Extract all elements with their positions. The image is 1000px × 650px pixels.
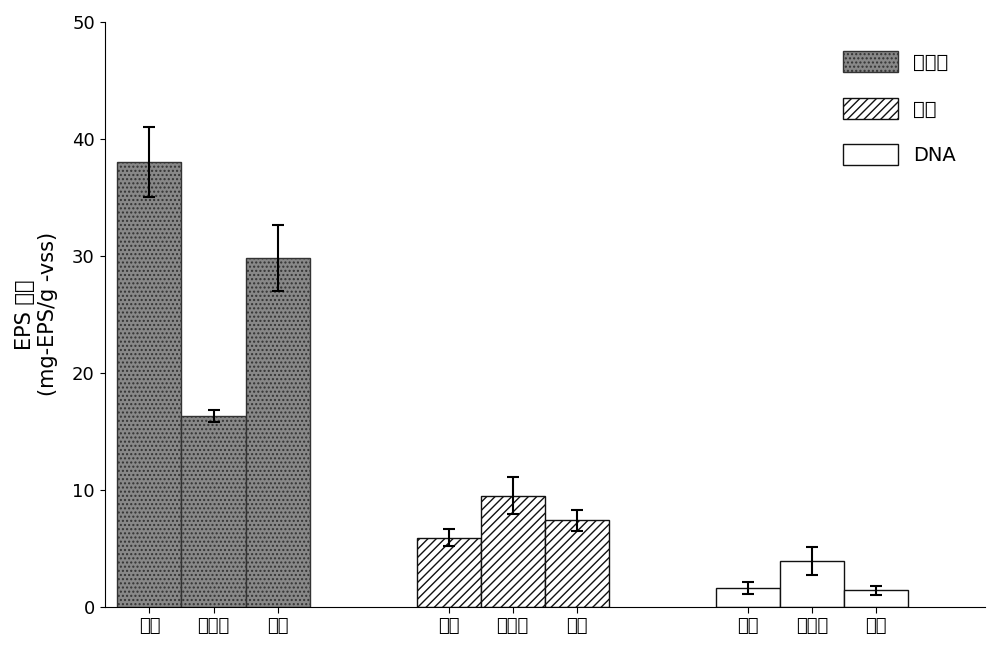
Bar bbox=[844, 590, 908, 606]
Bar bbox=[181, 416, 246, 606]
Legend: 蛋白質, 多糖, DNA: 蛋白質, 多糖, DNA bbox=[824, 32, 975, 185]
Bar bbox=[417, 538, 481, 606]
Y-axis label: EPS 含量
(mg-EPS/g -vss): EPS 含量 (mg-EPS/g -vss) bbox=[15, 232, 58, 396]
Bar bbox=[117, 162, 181, 606]
Bar bbox=[780, 561, 844, 606]
Bar bbox=[246, 258, 310, 606]
Bar bbox=[481, 495, 545, 606]
Bar bbox=[545, 520, 609, 606]
Bar bbox=[716, 588, 780, 606]
